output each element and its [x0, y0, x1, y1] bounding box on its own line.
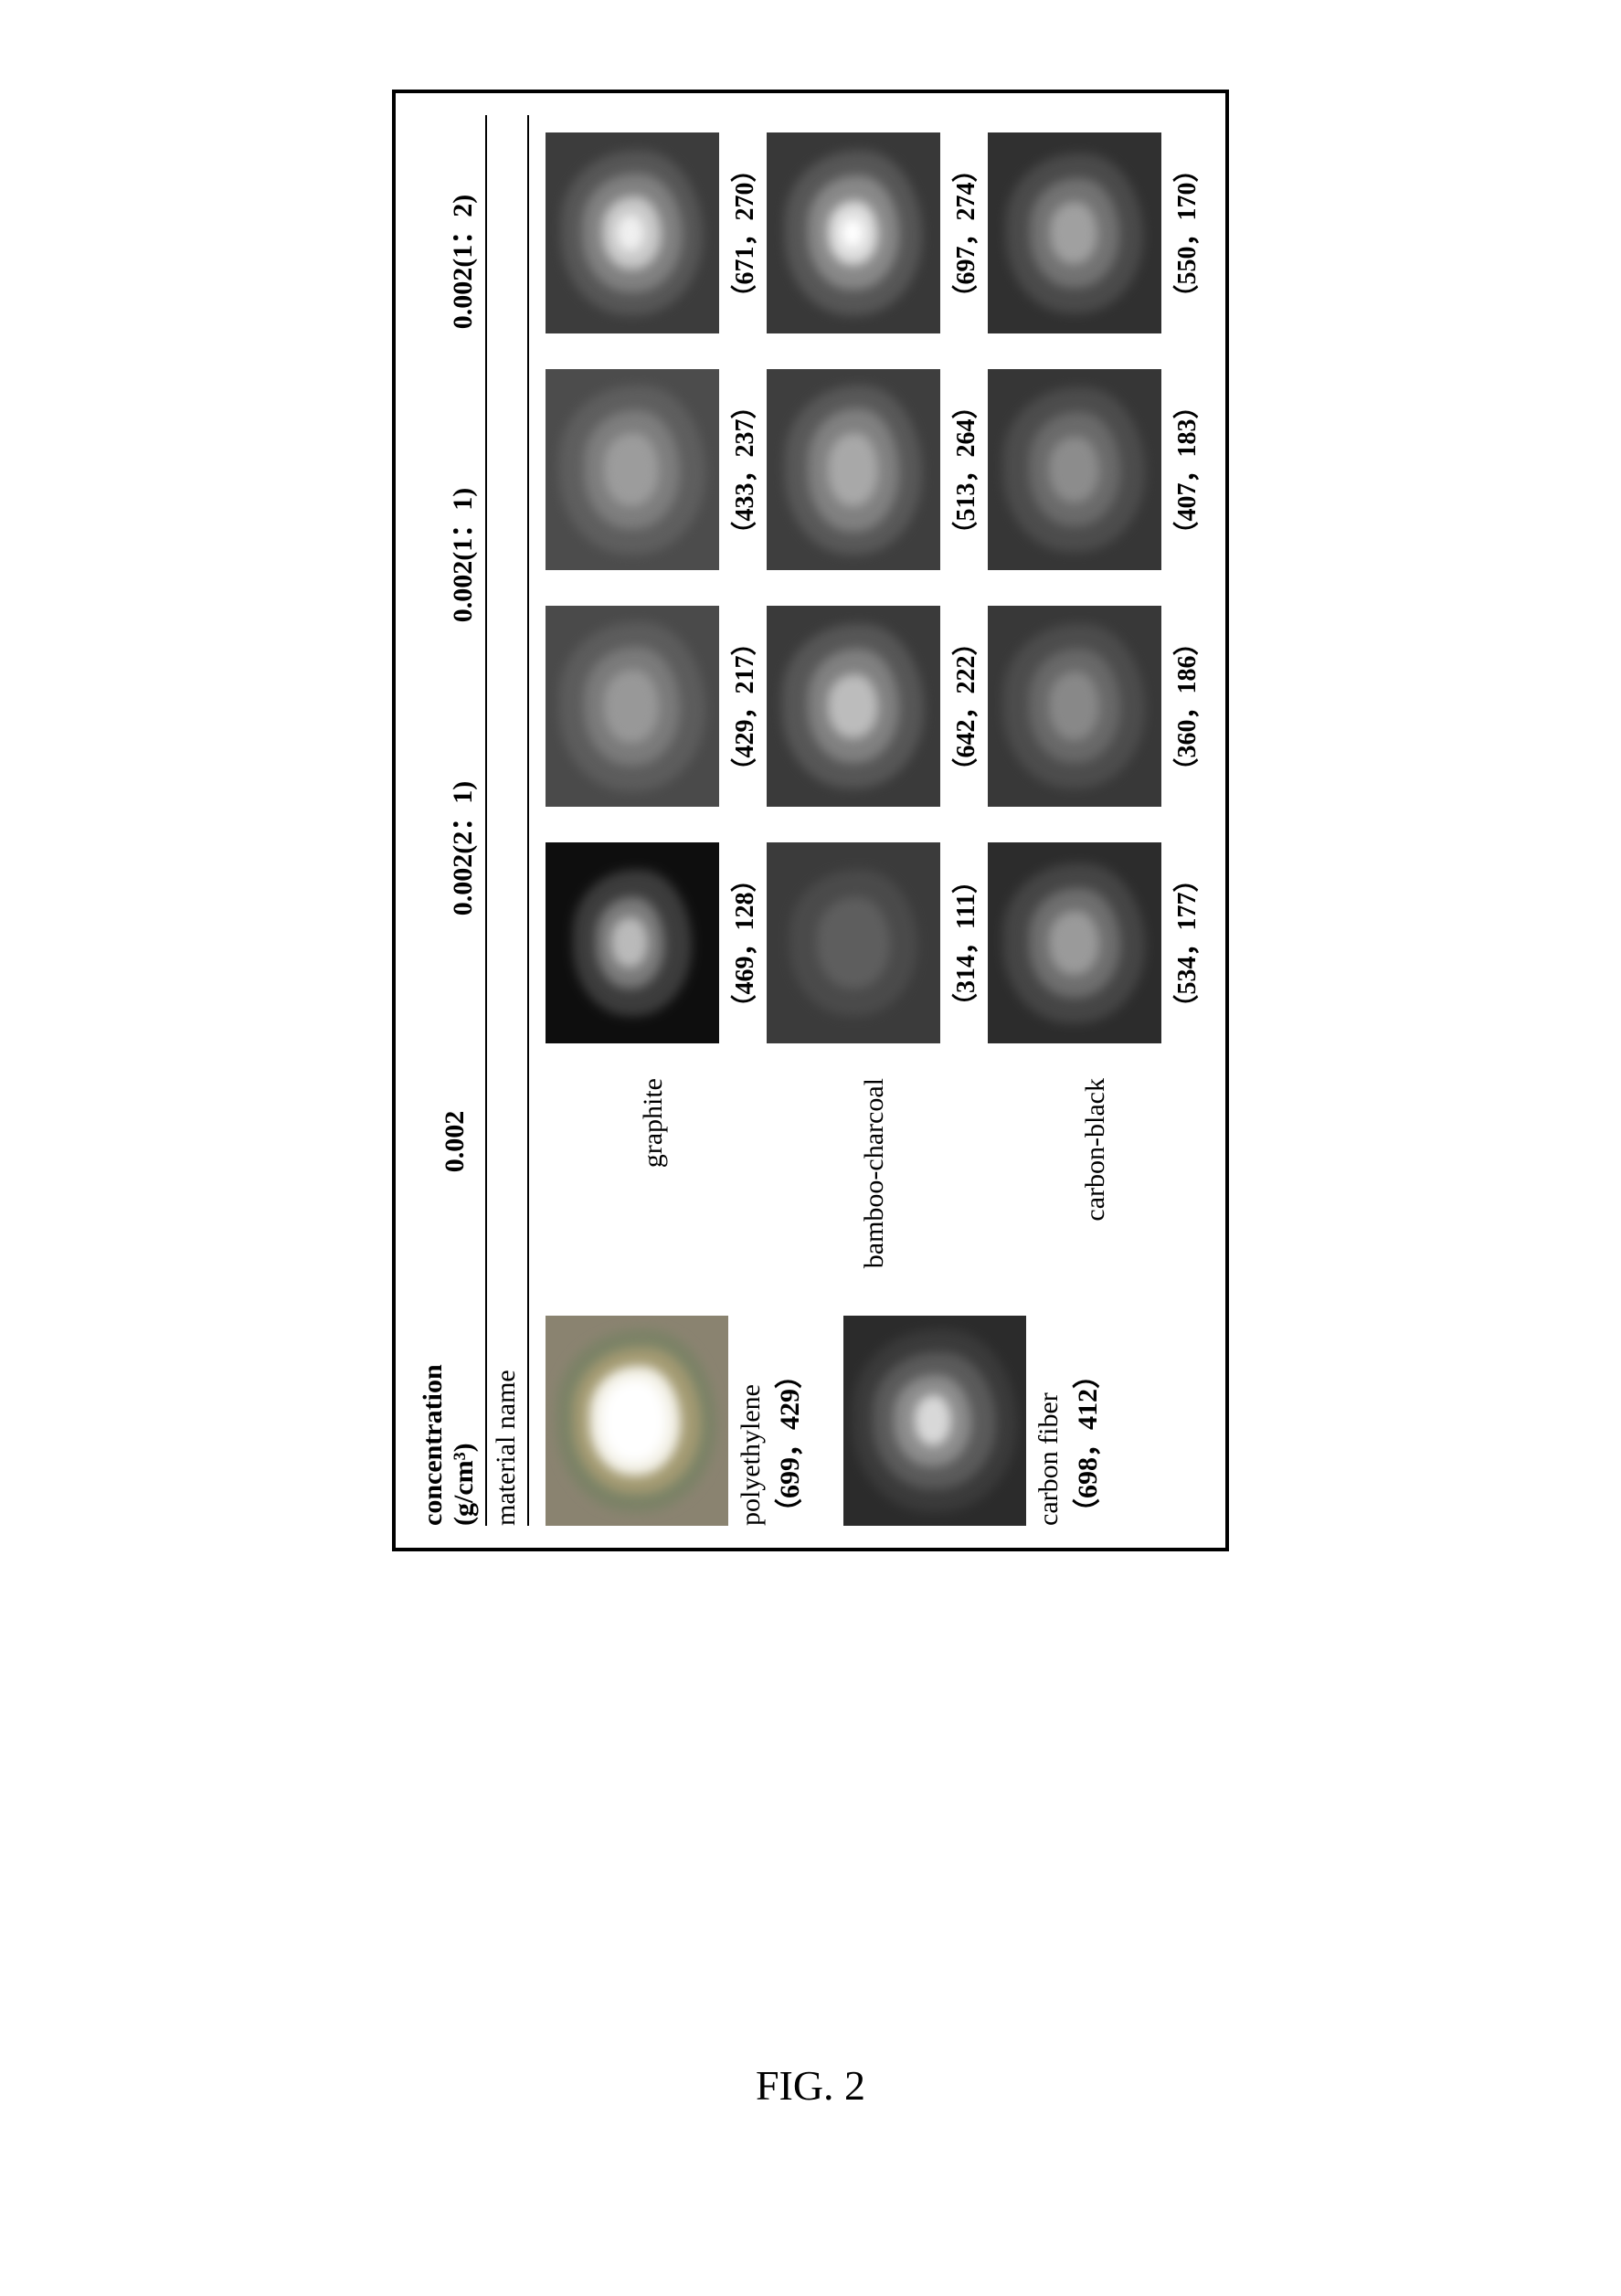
cell-1-3: （697，274）	[767, 115, 982, 352]
content-area: polyethylene （699，429） carbon fiber （698…	[529, 115, 1203, 1526]
ref-polyethylene: polyethylene （699，429）	[546, 1288, 807, 1526]
row-label: bamboo-charcoal	[859, 1062, 890, 1288]
cell-image	[546, 133, 719, 334]
cell-1-2: （513，264）	[767, 352, 982, 588]
cell-values: （469，128）	[725, 867, 761, 1021]
cell-image	[546, 607, 719, 808]
material-grid: graphite （469，128） （429，217） （433，237） （671，…	[546, 115, 1203, 1288]
ref-label-carbon-fiber: carbon fiber	[1033, 1392, 1065, 1526]
figure-frame: concentration (g/cm³) 0.002 0.002(2：1) 0…	[392, 90, 1229, 1551]
ref-values-polyethylene: （699，429）	[767, 1361, 807, 1526]
cell-values: （550，170）	[1167, 157, 1203, 311]
row-label: graphite	[638, 1062, 669, 1288]
cell-values: （642，222）	[946, 630, 982, 784]
row-cells: （469，128） （429，217） （433，237） （671，270）	[546, 115, 761, 1062]
material-name-label: material name	[487, 115, 529, 1526]
cell-values: （697，274）	[946, 157, 982, 311]
cell-image	[546, 843, 719, 1044]
figure-caption: FIG. 2	[756, 2061, 865, 2110]
cell-values: （433，237）	[725, 394, 761, 547]
cell-0-3: （671，270）	[546, 115, 761, 352]
cell-values: （314，111）	[946, 868, 982, 1019]
row-cells: （314，111） （642，222） （513，264） （697，274）	[767, 115, 982, 1062]
ref-carbon-fiber: carbon fiber （698，412）	[843, 1288, 1105, 1526]
cell-0-1: （429，217）	[546, 588, 761, 825]
ref-image-polyethylene	[546, 1316, 728, 1526]
cell-values: （513，264）	[946, 394, 982, 547]
grid-row-bamboo-charcoal: bamboo-charcoal （314，111） （642，222） （513，26…	[767, 115, 982, 1288]
col-header-0: 0.002	[440, 995, 480, 1288]
cell-image	[767, 843, 940, 1044]
ref-values-carbon-fiber: （698，412）	[1065, 1361, 1105, 1526]
concentration-label: concentration (g/cm³)	[418, 1288, 480, 1526]
cell-image	[546, 370, 719, 571]
cell-values: （360，186）	[1167, 630, 1203, 784]
cell-values: （429，217）	[725, 630, 761, 784]
cell-2-3: （550，170）	[988, 115, 1203, 352]
cell-1-0: （314，111）	[767, 825, 982, 1062]
col-header-1: 0.002(2：1)	[440, 702, 480, 995]
cell-2-1: （360，186）	[988, 588, 1203, 825]
cell-image	[767, 133, 940, 334]
reference-column: polyethylene （699，429） carbon fiber （698…	[546, 1288, 1203, 1526]
ref-image-carbon-fiber	[843, 1316, 1026, 1526]
ref-label-polyethylene: polyethylene	[736, 1384, 767, 1526]
cell-values: （534，177）	[1167, 867, 1203, 1021]
concentration-columns: 0.002 0.002(2：1) 0.002(1：1) 0.002(1：2)	[440, 115, 480, 1288]
cell-image	[767, 370, 940, 571]
cell-values: （671，270）	[725, 157, 761, 311]
grid-row-graphite: graphite （469，128） （429，217） （433，237） （671，…	[546, 115, 761, 1288]
cell-values: （407，183）	[1167, 394, 1203, 547]
col-header-2: 0.002(1：1)	[440, 408, 480, 702]
cell-image	[988, 133, 1161, 334]
header-row: concentration (g/cm³) 0.002 0.002(2：1) 0…	[418, 115, 487, 1526]
cell-image	[988, 607, 1161, 808]
row-cells: （534，177） （360，186） （407，183） （550，170）	[988, 115, 1203, 1062]
cell-2-2: （407，183）	[988, 352, 1203, 588]
cell-image	[988, 370, 1161, 571]
col-header-3: 0.002(1：2)	[440, 115, 480, 408]
cell-image	[767, 607, 940, 808]
row-label: carbon-black	[1080, 1062, 1111, 1288]
cell-0-0: （469，128）	[546, 825, 761, 1062]
grid-row-carbon-black: carbon-black（534，177）（360，186）（407，183）（…	[988, 115, 1203, 1288]
cell-0-2: （433，237）	[546, 352, 761, 588]
cell-image	[988, 843, 1161, 1044]
cell-2-0: （534，177）	[988, 825, 1203, 1062]
cell-1-1: （642，222）	[767, 588, 982, 825]
